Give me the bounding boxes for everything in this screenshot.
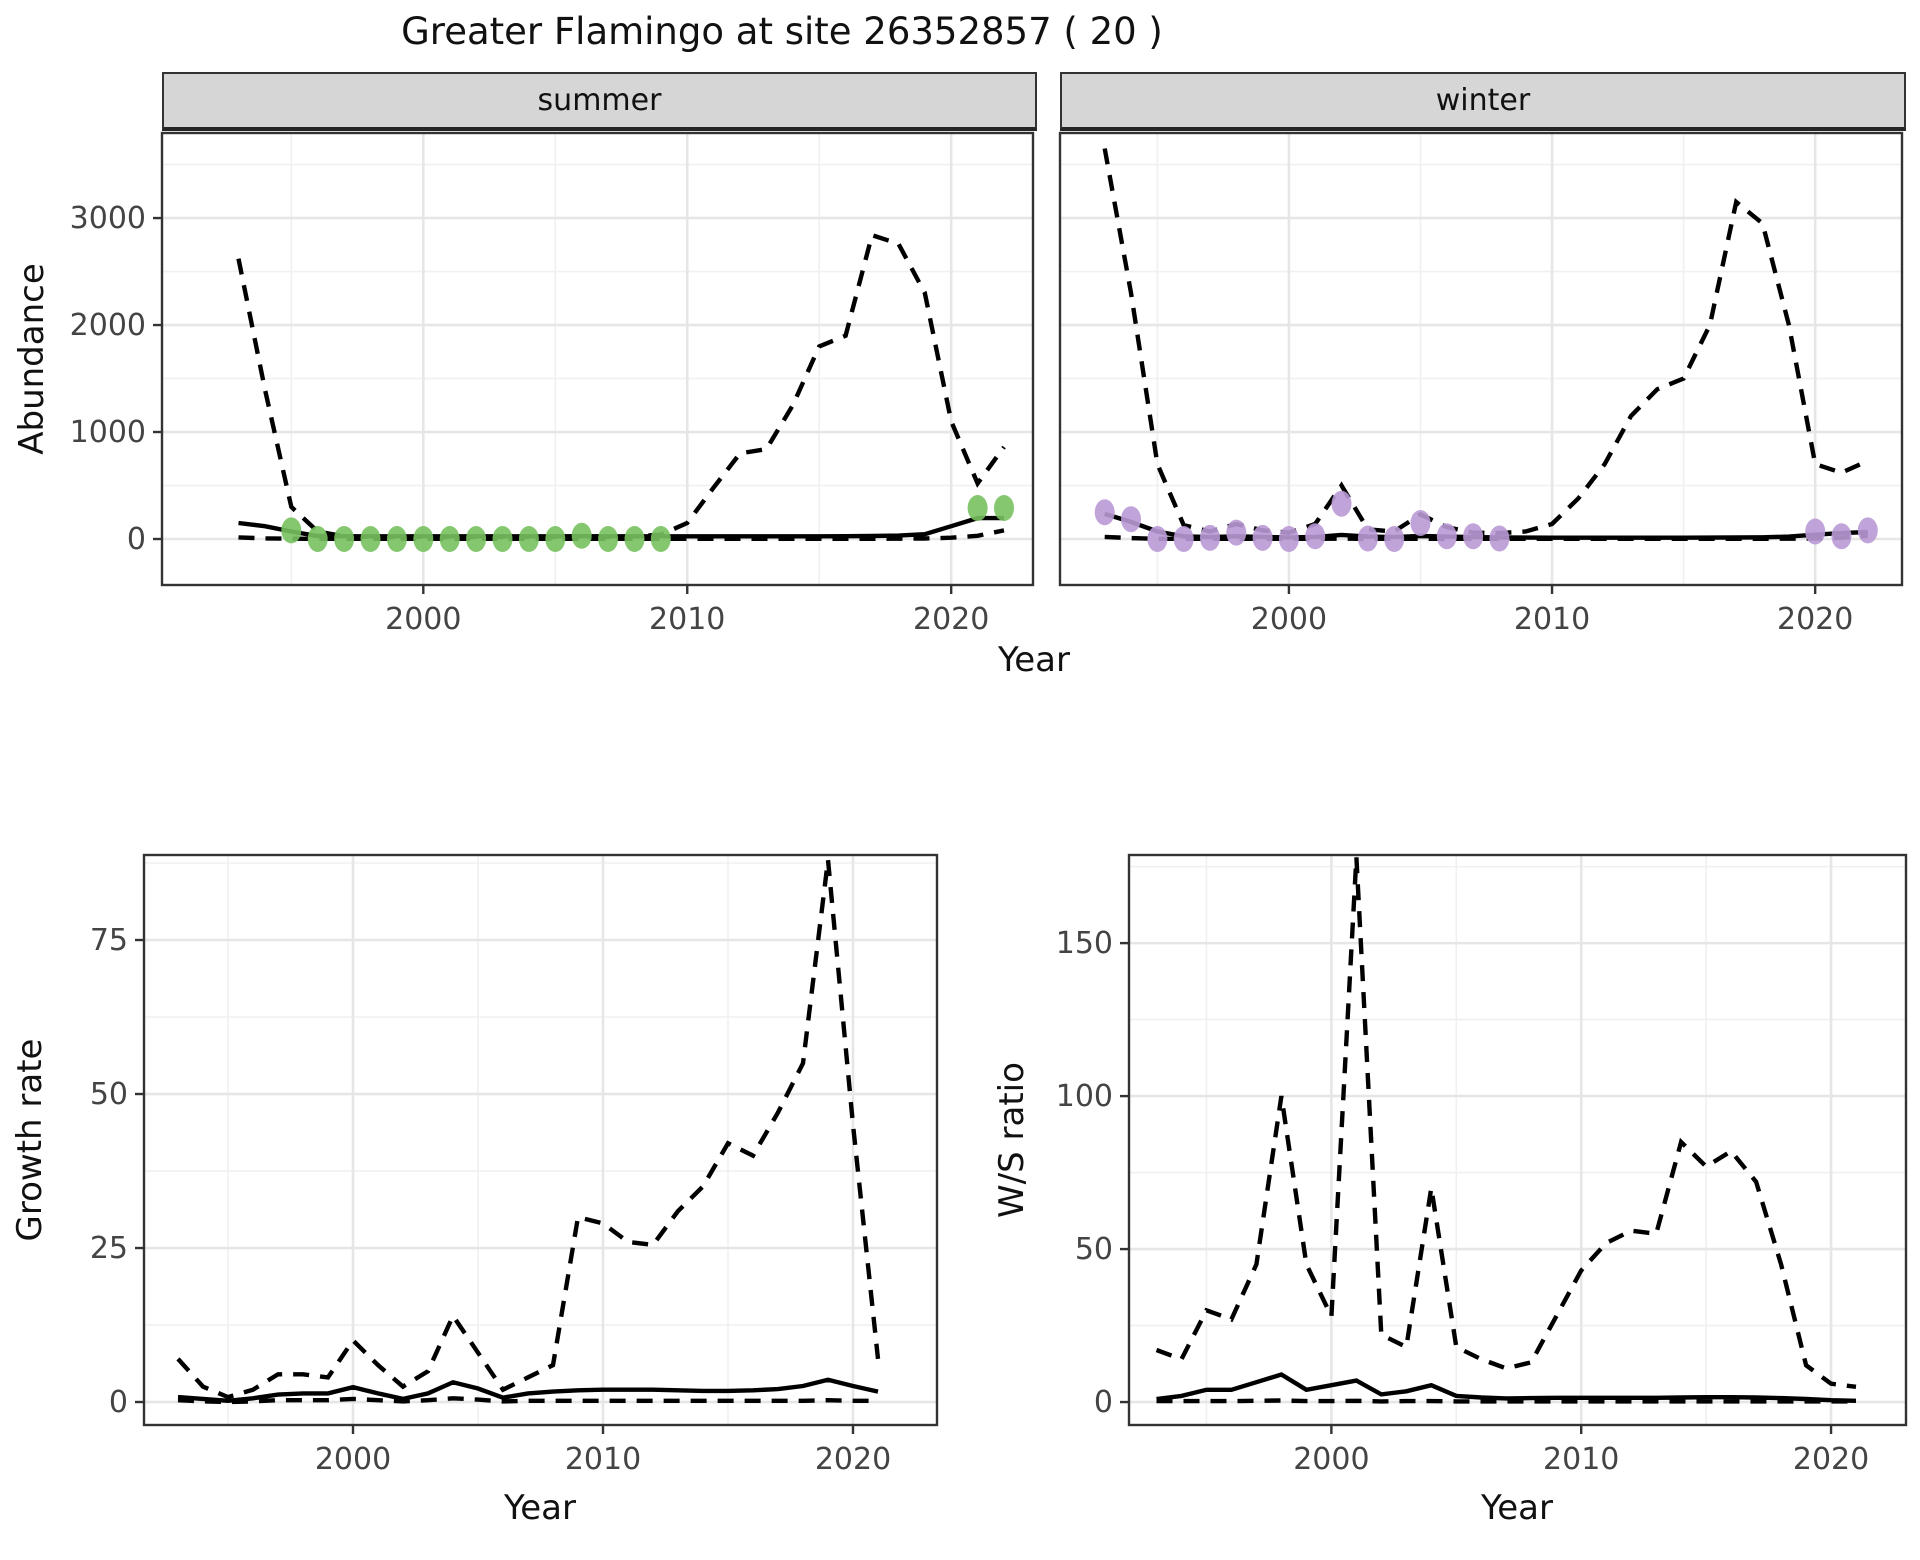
data-point: [518, 526, 539, 552]
y-tick-label: 0: [1094, 1385, 1113, 1420]
panel-border: [1058, 131, 1904, 587]
x-tick-label: 2010: [1514, 602, 1590, 637]
data-point: [1463, 523, 1484, 550]
data-point: [1384, 526, 1405, 552]
y-tick-label: 0: [109, 1385, 128, 1420]
y-tick-label: 3000: [70, 201, 146, 236]
x-axis-title-year-bottom-left: Year: [504, 1488, 576, 1528]
data-point: [1410, 510, 1431, 536]
data-point: [1831, 523, 1852, 550]
x-tick-label: 2010: [565, 1442, 641, 1477]
panel-growth-rate: 2000 2010 2020 0 25 50 75: [90, 853, 939, 1477]
y-axis-title-abundance: Abundance: [12, 263, 52, 455]
data-point: [492, 526, 513, 552]
data-point: [334, 526, 355, 552]
data-point: [1121, 506, 1141, 533]
data-point: [1094, 499, 1115, 526]
data-point: [1331, 490, 1352, 517]
growth-rate-upper-ci-line: [176, 859, 881, 1400]
x-tick-label: 2010: [1543, 1442, 1619, 1477]
data-point: [466, 526, 487, 552]
abundance-summer-fit-line: [238, 515, 1004, 539]
data-point: [571, 522, 592, 549]
abundance-summer-upper-ci-line: [236, 232, 1006, 540]
x-tick-label: 2000: [1251, 602, 1327, 637]
panel-border: [142, 853, 939, 1427]
ws-ratio-fit-line: [1156, 1372, 1857, 1403]
data-point: [545, 526, 566, 552]
x-axis-title-year-top: Year: [998, 640, 1070, 680]
x-tick-label: 2020: [1777, 602, 1853, 637]
facet-strip-winter: winter: [1060, 72, 1906, 131]
y-tick-label: 2000: [70, 308, 146, 343]
facet-strip-summer: summer: [162, 72, 1037, 131]
data-point: [307, 526, 328, 552]
data-point: [413, 526, 434, 552]
facet-strip-winter-label: winter: [1435, 83, 1531, 118]
data-point: [386, 526, 407, 552]
x-tick-label: 2000: [1293, 1442, 1369, 1477]
y-tick-label: 1000: [70, 415, 146, 450]
data-point: [1357, 525, 1378, 552]
growth-rate-lower-ci-line: [177, 1396, 878, 1405]
y-tick-label: 100: [1056, 1079, 1113, 1114]
abundance-winter-lower-ci-line: [1104, 533, 1868, 541]
x-tick-label: 2020: [815, 1442, 891, 1477]
data-point: [1305, 523, 1326, 550]
data-point: [650, 526, 671, 552]
x-tick-label: 2000: [385, 602, 461, 637]
growth-rate-fit-line: [177, 1377, 879, 1404]
data-point: [439, 526, 460, 552]
data-point: [360, 526, 381, 552]
y-axis-title-growth-rate: Growth rate: [10, 1038, 50, 1242]
data-point: [1489, 525, 1510, 552]
panel-abundance-winter: 2000 2010 2020: [1058, 131, 1904, 637]
x-tick-label: 2020: [1793, 1442, 1869, 1477]
data-point: [1173, 526, 1194, 552]
chart-title: Greater Flamingo at site 26352857 ( 20 ): [401, 10, 1163, 53]
panel-abundance-summer: 2000 2010 2020 0 1000 2000 3000: [70, 131, 1035, 637]
ws-ratio-upper-ci-line: [1155, 857, 1857, 1389]
panel-border: [160, 131, 1035, 587]
data-point: [994, 495, 1014, 521]
data-point: [1805, 518, 1826, 545]
abundance-summer-lower-ci-line: [238, 528, 1005, 541]
y-tick-label: 50: [1075, 1232, 1113, 1267]
ws-ratio-lower-ci-line: [1156, 1398, 1856, 1404]
abundance-winter-upper-ci-line: [1102, 148, 1869, 536]
data-point: [281, 517, 302, 544]
panel-ws-ratio: 2000 2010 2020 0 50 100 150: [1056, 853, 1908, 1477]
x-tick-label: 2000: [315, 1442, 391, 1477]
data-point: [1200, 524, 1220, 551]
y-tick-label: 150: [1056, 926, 1113, 961]
y-tick-label: 75: [90, 923, 128, 958]
data-point: [1278, 526, 1299, 552]
data-point: [1226, 519, 1247, 546]
data-point: [598, 526, 619, 552]
panel-border: [1127, 853, 1908, 1427]
facet-strip-summer-label: summer: [537, 83, 662, 118]
data-point: [624, 526, 645, 552]
data-point: [1252, 524, 1273, 551]
data-point: [1436, 523, 1457, 550]
x-tick-label: 2010: [649, 602, 725, 637]
y-tick-label: 0: [127, 522, 146, 557]
x-tick-label: 2020: [913, 602, 989, 637]
data-point: [967, 495, 988, 521]
data-point: [1857, 517, 1878, 544]
y-tick-label: 50: [90, 1077, 128, 1112]
y-axis-title-ws-ratio: W/S ratio: [992, 1062, 1032, 1218]
data-point: [1147, 526, 1168, 552]
y-tick-label: 25: [90, 1231, 128, 1266]
x-axis-title-year-bottom-right: Year: [1481, 1488, 1553, 1528]
